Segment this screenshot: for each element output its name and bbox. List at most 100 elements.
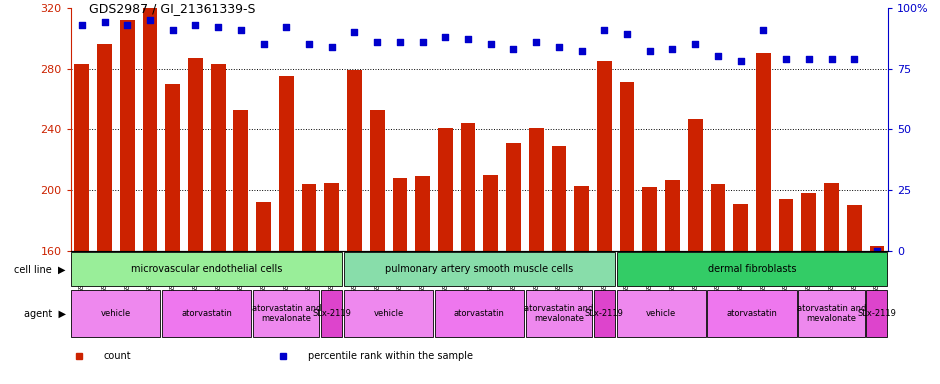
Text: vehicle: vehicle — [373, 309, 403, 318]
Point — [211, 24, 226, 30]
Bar — [619, 82, 634, 251]
Point — [756, 26, 771, 33]
Bar — [188, 58, 203, 251]
Bar — [143, 8, 157, 251]
Bar — [711, 184, 726, 251]
Point — [256, 41, 271, 47]
Text: GDS2987 / GI_21361339-S: GDS2987 / GI_21361339-S — [89, 2, 256, 15]
Text: microvascular endothelial cells: microvascular endothelial cells — [131, 265, 283, 275]
Bar — [257, 202, 271, 251]
Point — [528, 39, 543, 45]
Bar — [733, 204, 748, 251]
Bar — [324, 182, 339, 251]
Bar — [483, 175, 498, 251]
Point — [870, 248, 885, 254]
Text: SLx-2119: SLx-2119 — [312, 309, 352, 318]
Point — [552, 43, 567, 50]
Bar — [529, 128, 543, 251]
Point — [233, 26, 248, 33]
Text: SLx-2119: SLx-2119 — [857, 309, 897, 318]
Point — [143, 17, 158, 23]
Point — [801, 56, 816, 62]
Bar — [71, 252, 342, 286]
Bar — [165, 84, 180, 251]
Point — [642, 48, 657, 55]
Bar — [344, 290, 433, 338]
Bar — [438, 128, 453, 251]
Text: atorvastatin: atorvastatin — [181, 309, 232, 318]
Point — [665, 46, 680, 52]
Bar — [867, 290, 887, 338]
Point — [619, 31, 634, 38]
Point — [483, 41, 498, 47]
Bar — [211, 64, 226, 251]
Bar — [688, 119, 702, 251]
Bar — [642, 187, 657, 251]
Bar — [321, 290, 342, 338]
Bar — [233, 109, 248, 251]
Bar — [415, 177, 430, 251]
Bar — [552, 146, 566, 251]
Bar — [120, 20, 134, 251]
Point — [97, 19, 112, 25]
Text: vehicle: vehicle — [101, 309, 131, 318]
Bar — [594, 290, 615, 338]
Bar — [279, 76, 293, 251]
Bar — [597, 61, 612, 251]
Point — [574, 48, 589, 55]
Bar — [461, 123, 476, 251]
Bar — [71, 290, 161, 338]
Point — [392, 39, 407, 45]
Bar — [778, 199, 793, 251]
Bar — [802, 193, 816, 251]
Point — [824, 56, 839, 62]
Bar — [347, 70, 362, 251]
Bar — [666, 179, 680, 251]
Point — [324, 43, 339, 50]
Point — [688, 41, 703, 47]
Point — [188, 22, 203, 28]
Text: cell line  ▶: cell line ▶ — [14, 265, 66, 275]
Point — [847, 56, 862, 62]
Bar — [756, 53, 771, 251]
Bar — [798, 290, 865, 338]
Point — [506, 46, 521, 52]
Text: vehicle: vehicle — [646, 309, 676, 318]
Point — [165, 26, 180, 33]
Point — [438, 34, 453, 40]
Bar — [344, 252, 615, 286]
Point — [302, 41, 317, 47]
Bar — [74, 64, 89, 251]
Bar — [393, 178, 407, 251]
Point — [119, 22, 134, 28]
Bar — [824, 182, 838, 251]
Bar — [369, 109, 384, 251]
Bar — [525, 290, 592, 338]
Text: atorvastatin and
mevalonate: atorvastatin and mevalonate — [797, 304, 866, 323]
Bar — [163, 290, 251, 338]
Text: percentile rank within the sample: percentile rank within the sample — [307, 351, 473, 361]
Bar — [97, 44, 112, 251]
Point — [279, 24, 294, 30]
Bar — [302, 184, 317, 251]
Bar — [253, 290, 320, 338]
Text: atorvastatin and
mevalonate: atorvastatin and mevalonate — [525, 304, 593, 323]
Bar — [617, 290, 706, 338]
Point — [711, 53, 726, 60]
Text: pulmonary artery smooth muscle cells: pulmonary artery smooth muscle cells — [385, 265, 573, 275]
Bar — [506, 143, 521, 251]
Point — [778, 56, 793, 62]
Bar — [708, 290, 796, 338]
Point — [347, 29, 362, 35]
Bar — [617, 252, 887, 286]
Text: agent  ▶: agent ▶ — [24, 309, 66, 319]
Bar — [574, 185, 589, 251]
Text: atorvastatin: atorvastatin — [454, 309, 505, 318]
Point — [597, 26, 612, 33]
Text: atorvastatin: atorvastatin — [727, 309, 777, 318]
Text: atorvastatin and
mevalonate: atorvastatin and mevalonate — [252, 304, 321, 323]
Point — [415, 39, 431, 45]
Text: SLx-2119: SLx-2119 — [585, 309, 624, 318]
Bar — [870, 247, 885, 251]
Text: count: count — [103, 351, 131, 361]
